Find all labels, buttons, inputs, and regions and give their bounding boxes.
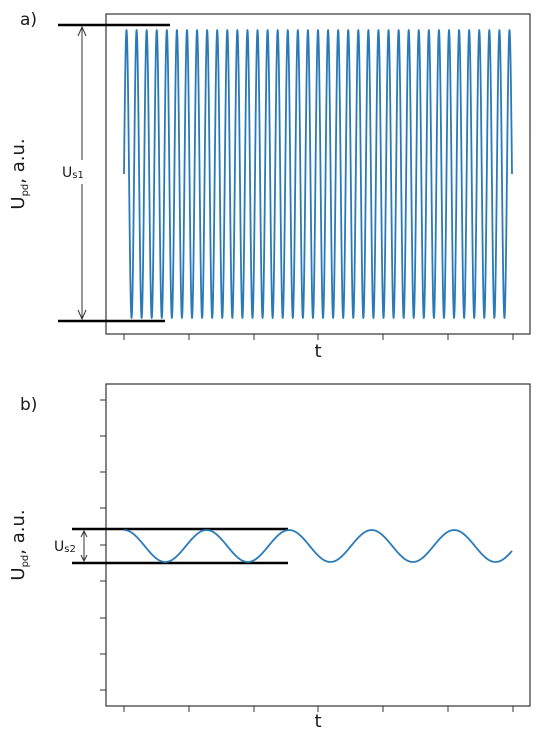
panel-a-x-ticks — [123, 334, 514, 340]
panel-b-double-arrow — [80, 529, 88, 563]
panel-a-amplitude-label: Us1 — [62, 165, 84, 181]
panel-b-y-ticks — [100, 399, 106, 691]
panel-b-y-axis-label: Upd, a.u. — [8, 509, 31, 580]
panel-b-frame — [105, 383, 531, 707]
panel-b-label: b) — [20, 395, 37, 415]
panel-a-x-axis-label: t — [314, 341, 321, 362]
panel-a-y-axis-label: Upd, a.u. — [8, 138, 31, 209]
panel-b-x-ticks — [123, 706, 514, 712]
panel-b-x-axis-label: t — [314, 711, 321, 732]
panel-a-series-line — [123, 29, 513, 319]
panel-b-amplitude-label: Us2 — [54, 539, 76, 555]
panel-a: a) Us1 t Upd, a.u. — [8, 10, 531, 362]
panel-b: b) Us2 t Upd, a.u. — [8, 383, 531, 732]
panel-a-label: a) — [20, 10, 37, 30]
panel-b-series-line — [123, 529, 513, 563]
